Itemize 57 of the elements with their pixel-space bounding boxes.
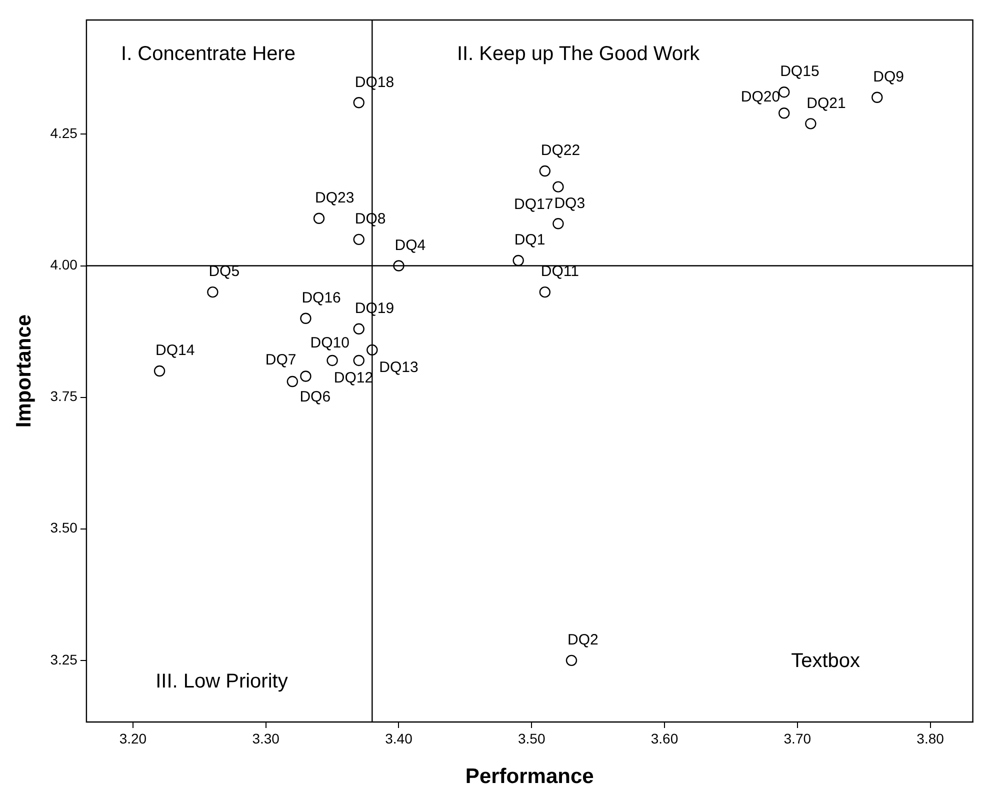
data-label: DQ16 [302,290,341,307]
data-label: DQ21 [806,94,846,112]
data-label: DQ14 [156,342,195,360]
point [539,165,551,177]
y-tick-label: 4.25 [50,125,78,142]
point [353,97,364,108]
x-tick-label: 3.60 [650,730,678,746]
x-tick-label: 3.20 [119,730,147,746]
point [566,654,578,666]
annotation: III. Low Priority [156,670,288,692]
data-label: DQ6 [300,388,331,406]
point [326,354,338,366]
x-tick-label: 3.40 [385,730,413,746]
annotation: Textbox [791,650,860,672]
data-label: DQ7 [265,352,296,369]
annotation: I. Concentrate Here [121,42,296,65]
point [286,376,298,388]
data-label: DQ15 [780,63,820,80]
data-label: DQ2 [567,632,598,649]
data-label: DQ4 [394,236,426,254]
point [313,212,325,224]
annotation: II. Keep up The Good Work [456,42,701,65]
data-label: DQ11 [540,263,579,280]
point [154,365,166,377]
point [512,254,524,266]
point [300,370,312,382]
point [872,92,883,103]
point [805,118,816,130]
y-tick-label: 3.25 [50,651,78,668]
data-label: DQ10 [310,334,350,352]
data-label: DQ1 [514,232,546,249]
point [552,218,564,230]
y-tick-label: 3.50 [50,520,78,536]
y-tick-label: 4.00 [50,256,78,273]
point [353,323,364,334]
point [207,286,218,298]
point [300,312,312,324]
x-tick-label: 3.70 [784,730,812,746]
x-tick-label: 3.80 [916,730,944,746]
data-label: DQ3 [554,194,586,212]
point [353,354,364,366]
y-tick-label: 3.75 [50,388,78,404]
y-axis-title: Importance [12,314,36,428]
data-label: DQ20 [740,88,780,106]
data-label: DQ9 [873,68,904,86]
point [778,108,790,119]
data-label: DQ23 [315,190,354,207]
point [552,181,564,192]
data-label: DQ22 [540,142,580,160]
point [539,286,551,298]
data-label: DQ13 [379,359,418,376]
point [353,234,364,246]
point [778,86,790,98]
x-axis-title: Performance [465,765,594,788]
x-tick-label: 3.30 [252,730,280,746]
x-tick-label: 3.50 [518,730,546,746]
data-label: DQ17 [514,196,554,213]
